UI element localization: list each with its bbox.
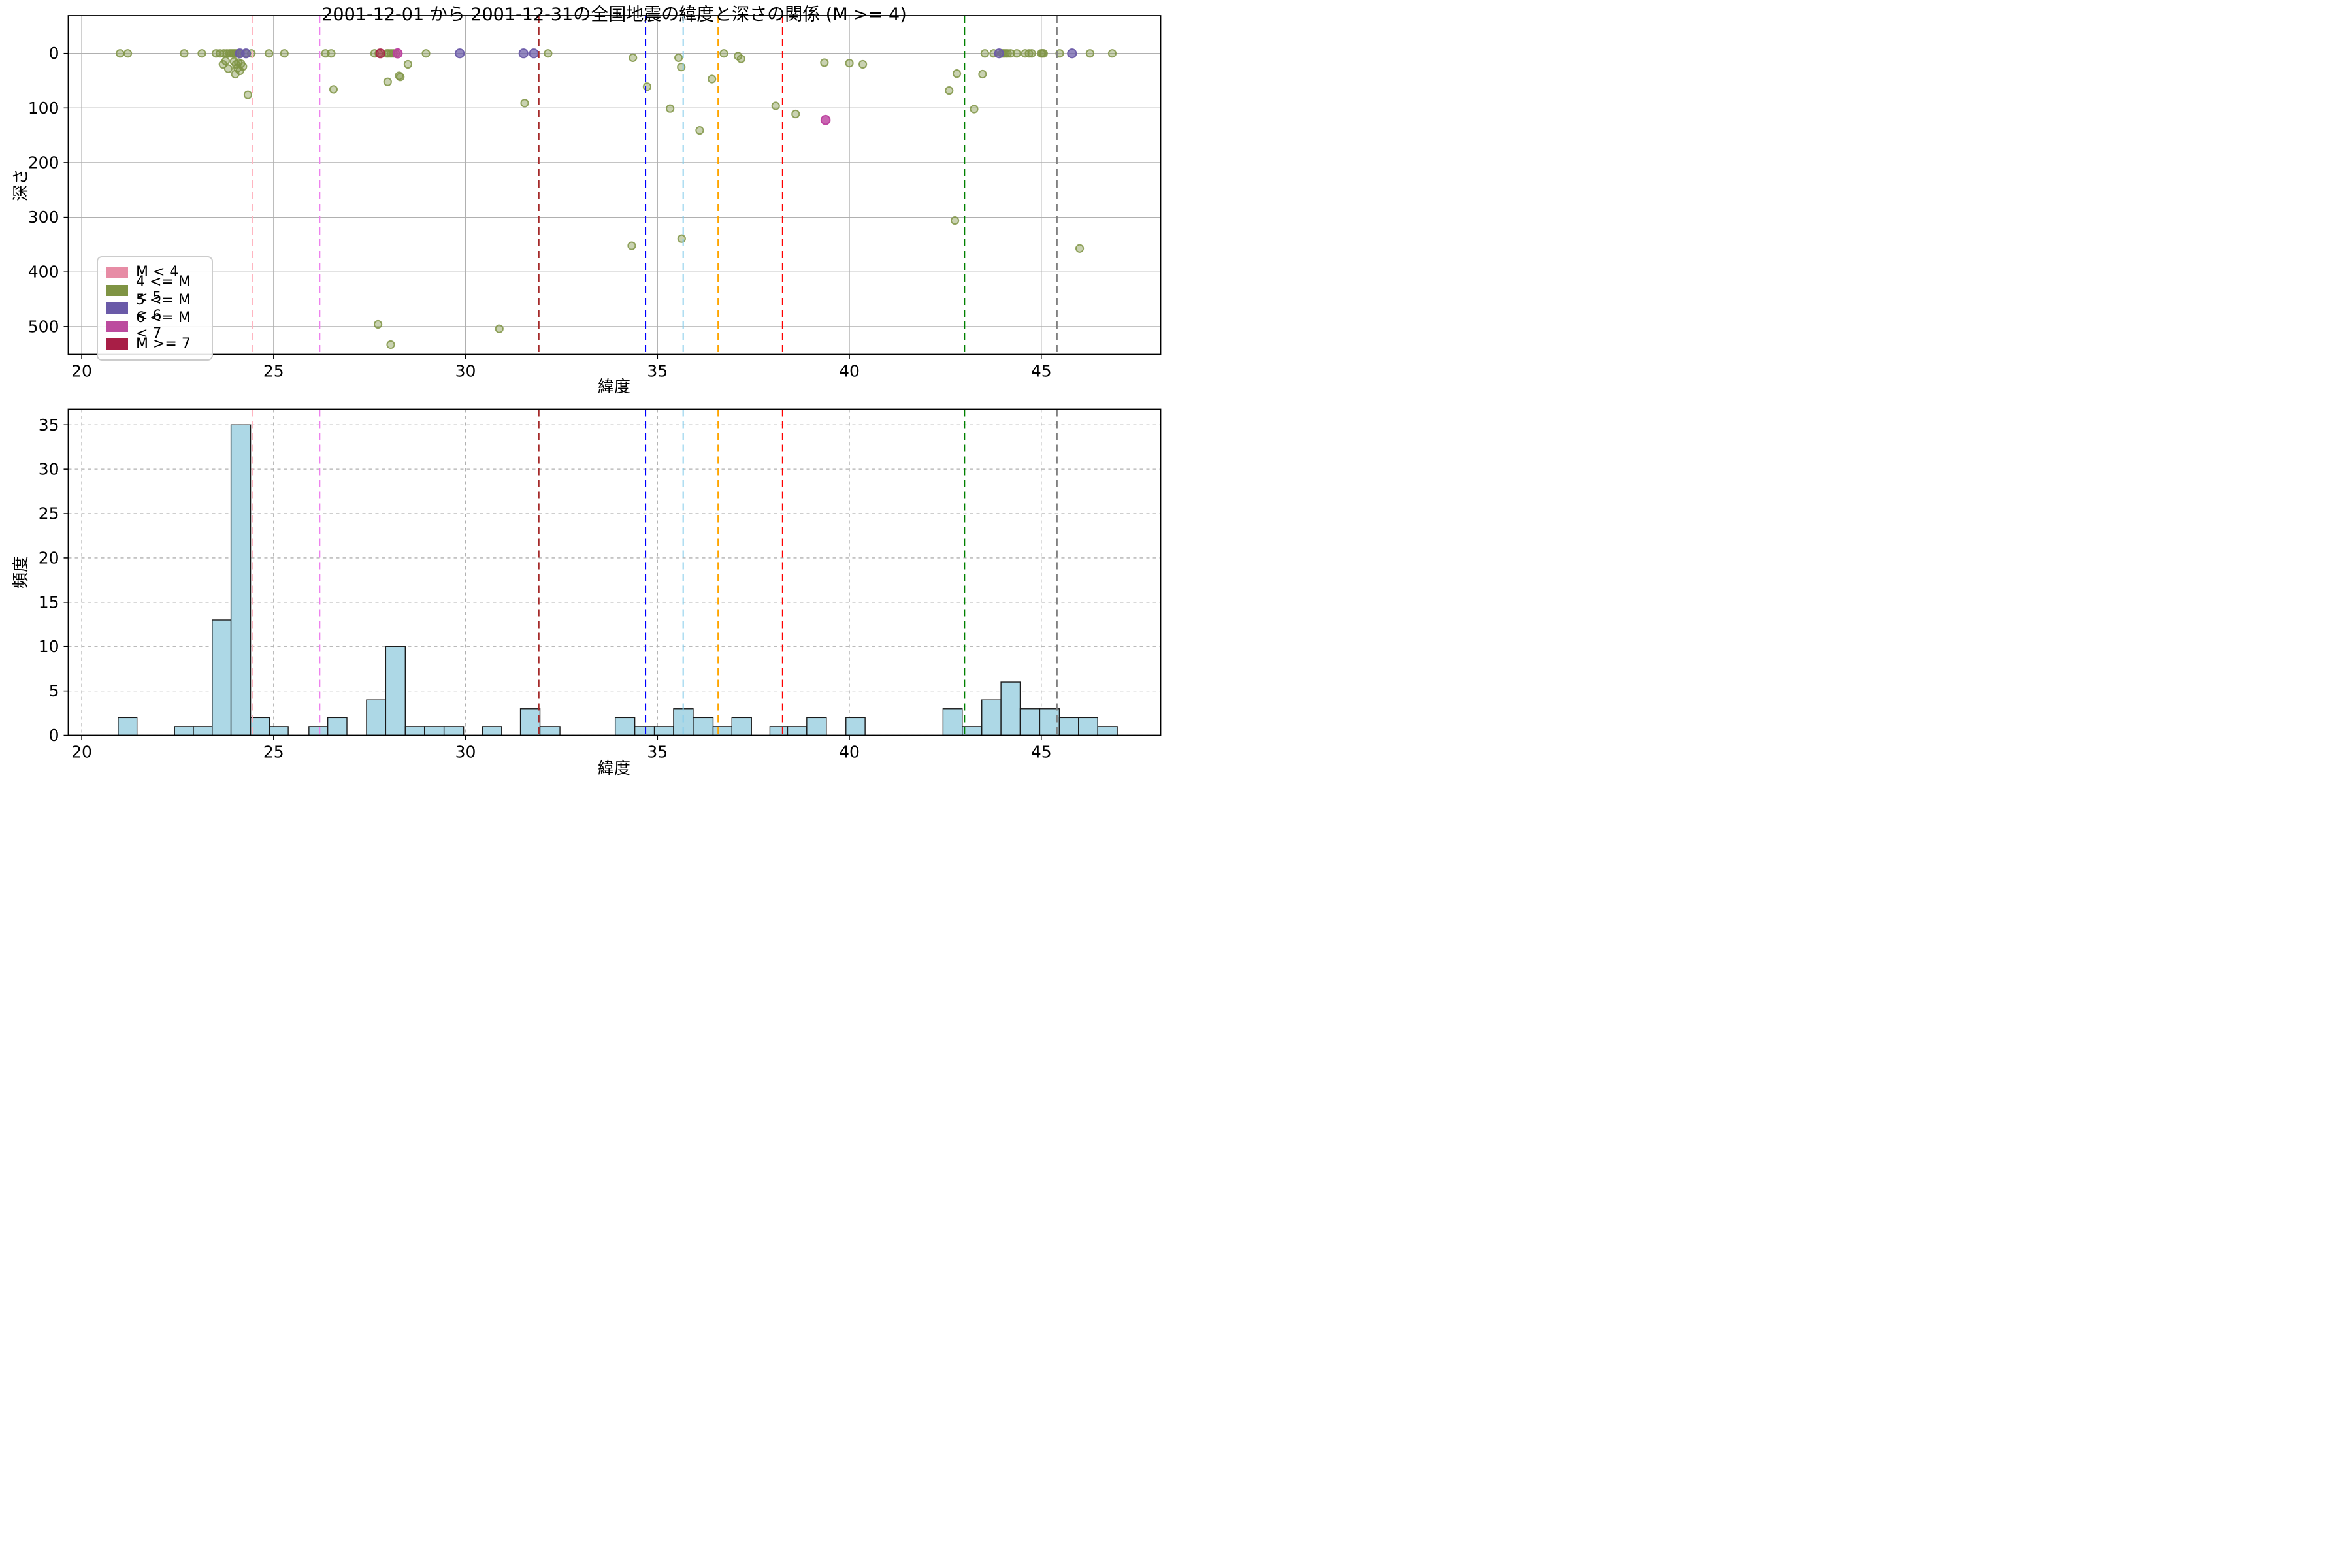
svg-text:35: 35 (647, 362, 668, 381)
svg-text:30: 30 (39, 460, 59, 479)
svg-text:0: 0 (49, 726, 59, 745)
legend-item: M < 4 (106, 263, 204, 282)
histogram-xlabel: 緯度 (597, 759, 630, 777)
svg-text:25: 25 (39, 504, 59, 523)
series-4-M-5 (116, 49, 1117, 350)
histogram-grid: 20 25 30 35 40 45 0 5 10 15 20 25 30 35 (39, 409, 1161, 762)
legend-item-label: 5 <= M < 6 (136, 291, 191, 324)
svg-text:45: 45 (1031, 362, 1052, 381)
chart-title: 2001-12-01 から 2001-12-31の全国地震の緯度と深さの関係 (… (321, 5, 907, 25)
histogram-ylabel: 頻度 (11, 555, 30, 589)
legend-item-label: M >= 7 (136, 335, 191, 352)
svg-text:45: 45 (1031, 743, 1052, 762)
region-boundary-lines-bottom (252, 409, 1058, 736)
legend-item: 6 <= M < 7 (106, 310, 204, 342)
svg-text:300: 300 (28, 208, 59, 227)
svg-text:100: 100 (28, 99, 59, 118)
legend-item: 5 <= M < 6 (106, 292, 204, 323)
histogram-bars (118, 424, 1118, 736)
legend-swatch-icon (106, 320, 128, 332)
legend-item-label: 4 <= M < 5 (136, 274, 191, 306)
svg-text:35: 35 (647, 743, 668, 762)
scatter-points (116, 48, 1117, 350)
svg-text:10: 10 (39, 637, 59, 656)
svg-text:20: 20 (71, 743, 92, 762)
svg-text:30: 30 (455, 743, 476, 762)
svg-text:400: 400 (28, 263, 59, 282)
series-6-M-7 (392, 48, 831, 125)
svg-text:35: 35 (39, 416, 59, 434)
legend-item: 4 <= M < 5 (106, 274, 204, 306)
legend-item: M >= 7 (106, 335, 204, 353)
series-M-7 (375, 48, 385, 59)
region-boundary-lines-top (252, 16, 1058, 355)
legend-swatch-icon (106, 338, 128, 350)
svg-text:200: 200 (28, 153, 59, 172)
svg-text:20: 20 (71, 362, 92, 381)
svg-text:30: 30 (455, 362, 476, 381)
svg-text:40: 40 (839, 743, 860, 762)
scatter-xlabel: 緯度 (597, 377, 630, 396)
svg-text:25: 25 (263, 743, 284, 762)
legend-swatch-icon (106, 284, 128, 296)
legend-swatch-icon (106, 267, 128, 278)
series-5-M-6 (235, 48, 1077, 59)
scatter-ylabel: 深さ (11, 168, 30, 202)
svg-text:40: 40 (839, 362, 860, 381)
svg-text:500: 500 (28, 317, 59, 336)
earthquake-latitude-depth-figure: 20 25 30 35 40 45 0 100 200 300 400 500 20 25 30 35 40 45… (0, 0, 1176, 784)
svg-text:20: 20 (39, 548, 59, 567)
legend-item-label: 6 <= M < 7 (136, 310, 191, 342)
svg-text:25: 25 (263, 362, 284, 381)
svg-text:0: 0 (49, 44, 59, 63)
legend-swatch-icon (106, 302, 128, 314)
svg-text:15: 15 (39, 593, 59, 612)
svg-text:5: 5 (49, 681, 59, 700)
legend-item-label: M < 4 (136, 263, 179, 280)
